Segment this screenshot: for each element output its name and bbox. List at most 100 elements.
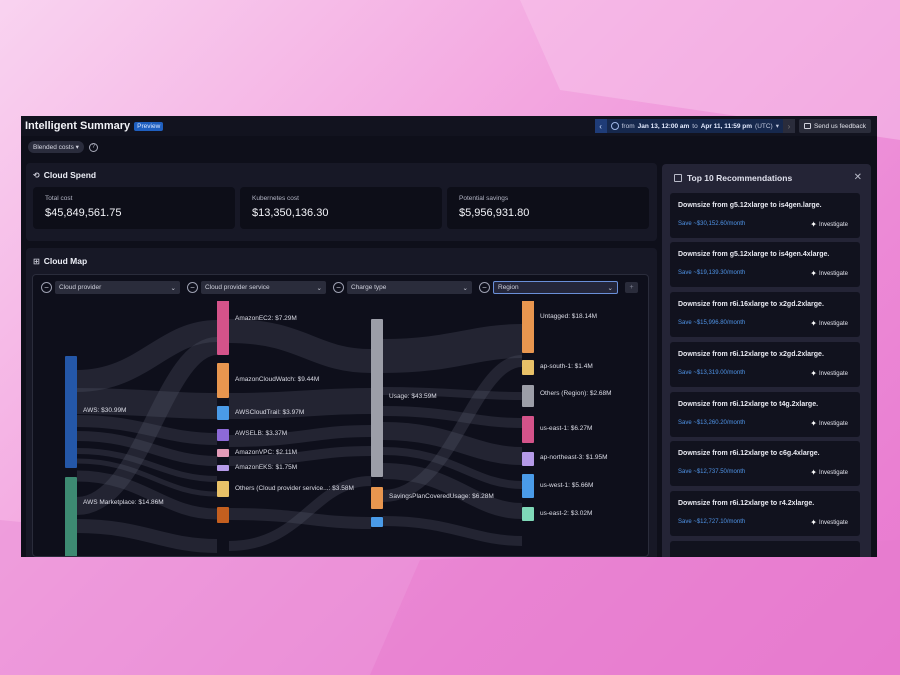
cloud-map-panel: − Cloud provider ⌄ − Cloud provider servi… [32, 274, 649, 557]
remove-filter-icon[interactable]: − [187, 282, 198, 293]
filter-region: − Region ⌄ [479, 281, 618, 294]
select-label: Cloud provider [59, 284, 102, 291]
close-icon[interactable]: ✕ [853, 172, 862, 183]
feedback-label: Send us feedback [813, 122, 866, 130]
investigate-button[interactable]: ✦ Investigate [810, 319, 848, 328]
investigate-button[interactable]: ✦ Investigate [810, 369, 848, 378]
charge-type-select[interactable]: Charge type ⌄ [347, 281, 472, 294]
investigate-button[interactable]: ✦ Investigate [810, 419, 848, 428]
help-icon[interactable]: ? [88, 142, 98, 152]
filter-cloud-provider-service: − Cloud provider service ⌄ [187, 281, 326, 294]
date-range-display[interactable]: from Jan 13, 12:00 am to Apr 11, 11:59 p… [607, 122, 783, 130]
investigate-button[interactable]: ✦ Investigate [810, 518, 848, 527]
node-us-east-1[interactable] [522, 416, 534, 443]
recommendation-card[interactable]: Downsize from r6i.12xlarge to x2gd.2xlar… [670, 342, 860, 387]
node-usage[interactable] [371, 319, 383, 477]
chevron-left-icon[interactable]: ‹ [594, 119, 607, 133]
stat-label: Potential savings [459, 195, 509, 202]
stat-value: $45,849,561.75 [45, 207, 122, 219]
investigate-label: Investigate [818, 221, 848, 228]
remove-filter-icon[interactable]: − [479, 282, 490, 293]
node-amazoneks[interactable] [217, 465, 229, 471]
stat-label: Kubernetes cost [252, 195, 299, 202]
remove-filter-icon[interactable]: − [333, 282, 344, 293]
recommendation-savings: Save ~$19,139.30/month [678, 270, 746, 276]
send-feedback-button[interactable]: Send us feedback [798, 119, 871, 133]
label-amazoncloudwatch: AmazonCloudWatch: $9.44M [235, 376, 320, 383]
total-cost-stat: Total cost $45,849,561.75 [33, 187, 235, 229]
label-ap-south-1: ap-south-1: $1.4M [540, 363, 593, 370]
stat-label: Total cost [45, 195, 73, 202]
investigate-label: Investigate [818, 519, 848, 526]
sparkle-icon: ✦ [810, 518, 817, 527]
node-us-west-1[interactable] [522, 474, 534, 498]
recommendation-card[interactable]: Downsize from r6i.12xlarge to c6g.4xlarg… [670, 441, 860, 486]
cloud-map-title: ⊞ Cloud Map [33, 256, 87, 266]
recommendations-header: Top 10 Recommendations [674, 173, 792, 183]
date-to: to [692, 122, 698, 130]
sparkle-icon: ✦ [810, 419, 817, 428]
label-amazoneks: AmazonEKS: $1.75M [235, 464, 298, 471]
node-us-east-2[interactable] [522, 507, 534, 521]
sparkle-icon: ✦ [810, 269, 817, 278]
recommendation-card[interactable]: Downsize from r6i.16xlarge to x2gd.2xlar… [670, 292, 860, 337]
recommendation-card[interactable]: Downsize from r6i.12xlarge to r4.2xlarge… [670, 491, 860, 536]
chevron-down-icon: ⌄ [462, 284, 468, 292]
node-ap-south-1[interactable] [522, 360, 534, 375]
cost-type-select[interactable]: Blended costs ▾ [28, 141, 84, 153]
recommendation-card[interactable]: Downsize from g5.12xlarge to is4gen.4xla… [670, 242, 860, 287]
recommendation-card[interactable]: Downsize from r6i.12xlarge to t4g.2xlarg… [670, 392, 860, 437]
recommendation-card[interactable]: Downsize from g5.12xlarge to is4gen.larg… [670, 193, 860, 238]
feedback-icon [803, 123, 811, 129]
chevron-right-icon[interactable]: › [783, 119, 795, 133]
cloud-provider-service-select[interactable]: Cloud provider service ⌄ [201, 281, 326, 294]
investigate-button[interactable]: ✦ Investigate [810, 220, 848, 229]
node-others-service[interactable] [217, 481, 229, 497]
map-icon: ⊞ [33, 256, 40, 266]
node-amazonec2[interactable] [217, 301, 229, 355]
label-savingsplan: SavingsPlanCoveredUsage: $6.28M [389, 493, 494, 500]
node-aws[interactable] [65, 356, 77, 468]
sparkle-icon: ✦ [810, 468, 817, 477]
cloud-map-label: Cloud Map [43, 256, 88, 266]
node-amazonvpc[interactable] [217, 449, 229, 457]
kubernetes-cost-stat: Kubernetes cost $13,350,136.30 [240, 187, 442, 229]
node-aws-marketplace[interactable] [65, 477, 77, 557]
node-others-region[interactable] [522, 385, 534, 407]
label-aws: AWS: $30.99M [83, 407, 127, 414]
date-range-picker[interactable]: ‹ from Jan 13, 12:00 am to Apr 11, 11:59… [594, 119, 795, 133]
recommendation-card-partial[interactable] [670, 541, 860, 557]
chevron-down-icon: ⌄ [170, 284, 176, 292]
label-untagged: Untagged: $18.14M [540, 313, 598, 320]
sparkle-icon: ✦ [810, 369, 817, 378]
node-awselb[interactable] [217, 429, 229, 441]
node-extra-service[interactable] [217, 507, 229, 523]
recommendation-savings: Save ~$13,260.20/month [678, 420, 746, 426]
node-savingsplan[interactable] [371, 487, 383, 509]
node-extra-charge[interactable] [371, 517, 383, 527]
label-awselb: AWSELB: $3.37M [235, 430, 288, 437]
node-awscloudtrail[interactable] [217, 406, 229, 420]
node-ap-northeast-3[interactable] [522, 452, 534, 466]
label-usage: Usage: $43.59M [389, 393, 437, 400]
label-us-east-1: us-east-1: $6.27M [540, 425, 593, 432]
remove-filter-icon[interactable]: − [41, 282, 52, 293]
timezone: (UTC) [755, 122, 773, 130]
investigate-label: Investigate [818, 370, 848, 377]
region-select[interactable]: Region ⌄ [493, 281, 618, 294]
cloud-provider-select[interactable]: Cloud provider ⌄ [55, 281, 180, 294]
recommendation-savings: Save ~$12,737.50/month [678, 469, 746, 475]
label-aws-marketplace: AWS Marketplace: $14.86M [83, 499, 164, 506]
top-bar: Intelligent Summary Preview ‹ from Jan 1… [21, 116, 877, 136]
investigate-button[interactable]: ✦ Investigate [810, 269, 848, 278]
node-amazoncloudwatch[interactable] [217, 363, 229, 398]
add-filter-button[interactable]: + [625, 282, 638, 293]
potential-savings-stat: Potential savings $5,956,931.80 [447, 187, 649, 229]
select-label: Region [498, 284, 519, 291]
sparkle-icon: ✦ [810, 220, 817, 229]
stat-value: $5,956,931.80 [459, 207, 530, 219]
investigate-label: Investigate [818, 320, 848, 327]
node-untagged[interactable] [522, 301, 534, 353]
stat-value: $13,350,136.30 [252, 207, 329, 219]
investigate-button[interactable]: ✦ Investigate [810, 468, 848, 477]
